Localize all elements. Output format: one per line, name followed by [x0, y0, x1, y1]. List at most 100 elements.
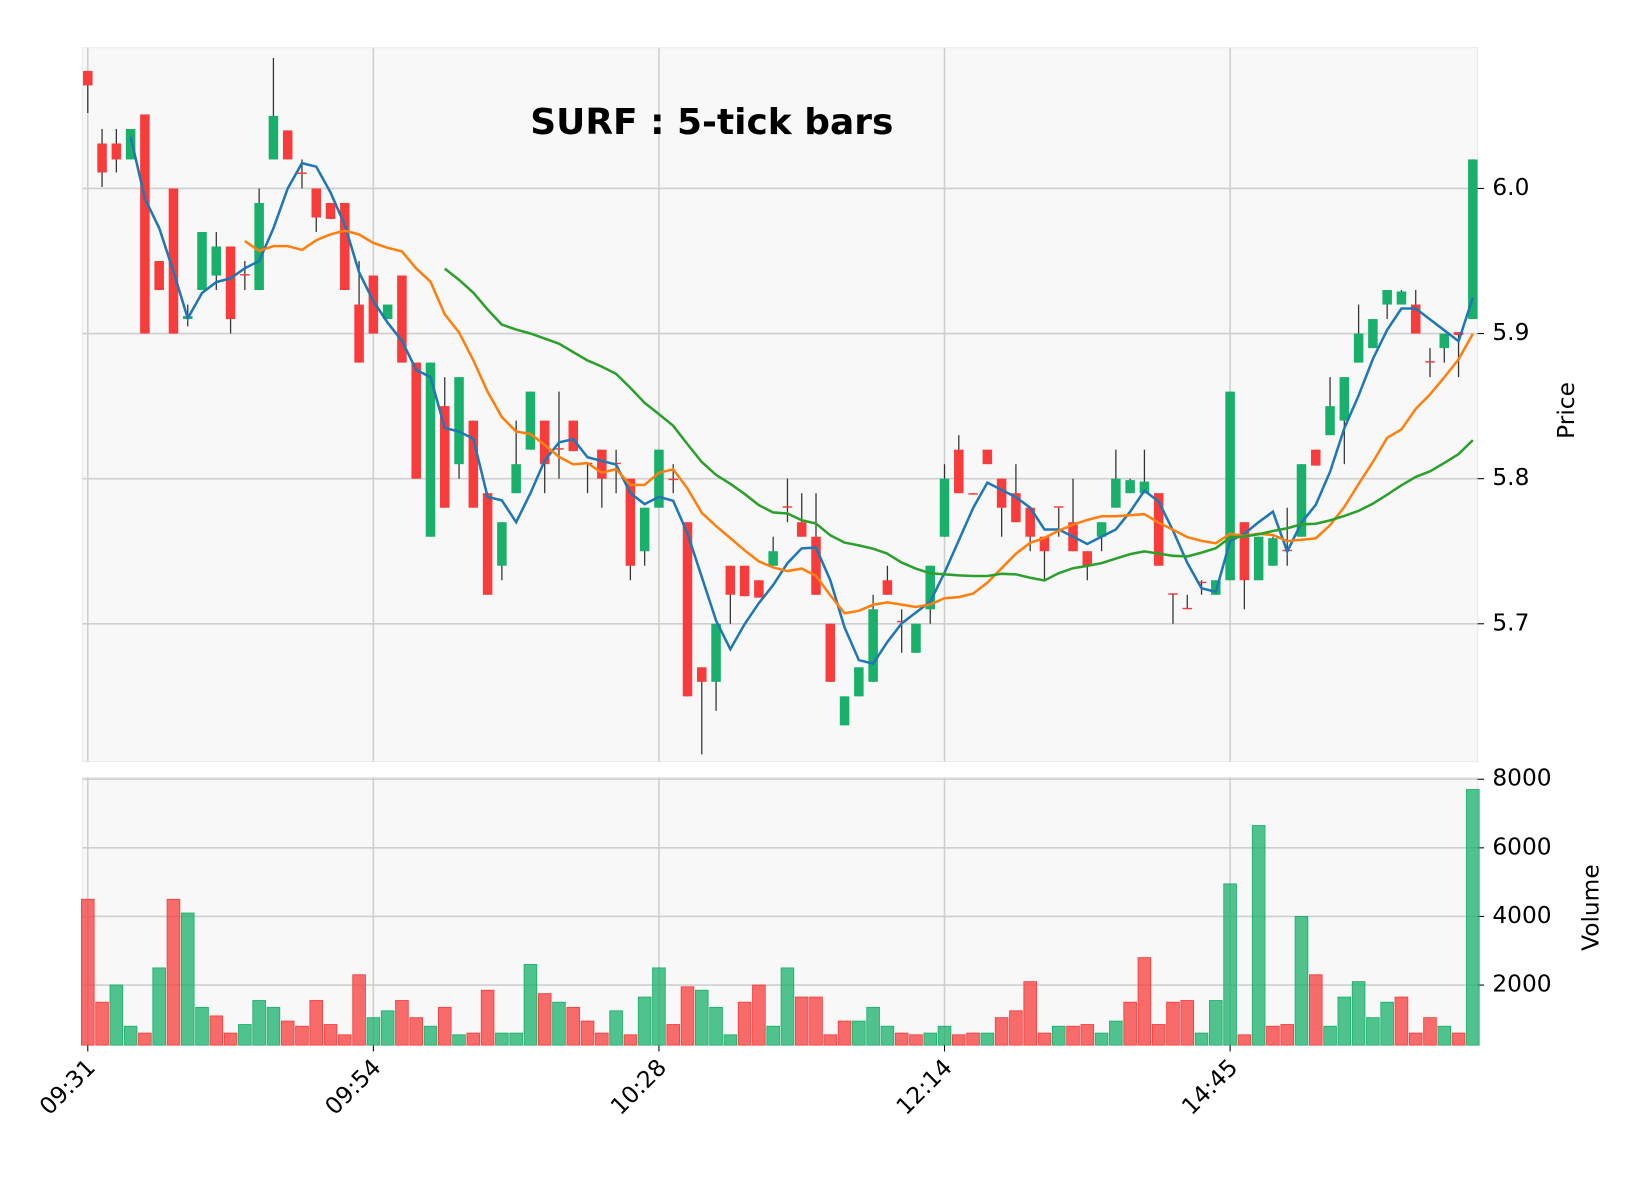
volume-tick-label: 6000	[1492, 833, 1551, 860]
volume-bar	[1066, 1025, 1080, 1046]
volume-bar	[81, 898, 95, 1046]
candle-body	[440, 406, 450, 508]
volume-bar	[166, 898, 181, 1046]
candle-body	[397, 275, 407, 363]
volume-bar	[238, 1024, 252, 1046]
candle-body	[768, 551, 778, 566]
grid	[82, 47, 1484, 1052]
moving-average-line	[129, 136, 1475, 666]
volume-bar	[509, 1032, 523, 1046]
volume-bar	[752, 984, 766, 1046]
volume-bar	[1237, 1034, 1252, 1046]
candle-body	[711, 623, 721, 682]
candle-body	[825, 623, 836, 682]
y-tick-label: 5.9	[1492, 319, 1529, 346]
candle-body	[854, 667, 864, 697]
candle-body	[1325, 406, 1335, 436]
volume-bar	[894, 1032, 909, 1046]
candle-body	[1368, 319, 1378, 349]
volume-bar	[980, 1032, 995, 1046]
volume-bar	[1337, 996, 1352, 1046]
candle-body	[911, 623, 921, 653]
volume-bar	[1280, 1024, 1294, 1046]
x-tick-label: 10:28	[606, 1054, 672, 1120]
volume-bar	[1137, 957, 1152, 1046]
candle-body	[1410, 304, 1421, 334]
candle-body	[1439, 333, 1450, 349]
volume-bar	[809, 996, 823, 1046]
volume-bar	[180, 912, 195, 1046]
volume-bar	[1408, 1032, 1423, 1046]
volume-bar	[1223, 883, 1237, 1046]
volume-tick-label: 2000	[1492, 971, 1551, 998]
volume-bar	[1309, 974, 1323, 1046]
candle-body	[468, 420, 479, 508]
candle-body	[654, 449, 664, 508]
candle-body	[796, 522, 807, 537]
candle-body	[954, 449, 964, 494]
moving-average-line	[244, 229, 1474, 615]
volume-bar	[252, 1000, 266, 1046]
volume-bar	[1023, 981, 1037, 1046]
y-axis-label: Price	[1553, 382, 1580, 439]
candle-body	[1025, 507, 1035, 537]
candle-body	[354, 304, 364, 363]
volume-bar	[323, 1024, 338, 1046]
volume-tick-label: 8000	[1492, 765, 1551, 792]
candle-body	[1053, 506, 1064, 508]
candle-body	[1239, 522, 1250, 581]
volume-bar	[823, 1034, 838, 1046]
candle-body	[682, 522, 693, 697]
candle-body	[83, 70, 93, 86]
volume-bar	[1266, 1025, 1280, 1046]
volume-bar	[852, 1020, 866, 1046]
candle-body	[125, 128, 136, 160]
candle-body	[1125, 480, 1135, 494]
candle-body	[1096, 522, 1107, 537]
volume-tick-label: 4000	[1492, 902, 1551, 929]
candle-body	[1139, 481, 1150, 494]
volume-panel	[81, 776, 1479, 1046]
candle-body	[1182, 607, 1193, 610]
volume-bar	[666, 1024, 680, 1046]
candle-body	[568, 420, 579, 452]
moving-average-line	[443, 267, 1474, 582]
candle-body	[497, 522, 507, 566]
volume-bar	[138, 1032, 152, 1046]
volume-bar	[1180, 1000, 1195, 1046]
volume-bar	[737, 1001, 752, 1046]
volume-bar	[923, 1032, 938, 1046]
volume-bar	[1080, 1024, 1095, 1046]
candle-body	[297, 172, 307, 174]
candle-body	[340, 202, 350, 291]
volume-bar	[480, 989, 495, 1046]
candle-body	[1296, 464, 1307, 537]
candle-body	[1253, 536, 1264, 581]
volume-bar	[1394, 996, 1409, 1046]
candle-body	[1082, 551, 1093, 566]
volume-bar	[766, 1025, 780, 1046]
volume-bar	[1466, 789, 1480, 1046]
volume-bar	[909, 1034, 923, 1046]
volume-bar	[309, 1000, 324, 1046]
y-tick-label: 5.8	[1492, 464, 1529, 491]
candle-body	[325, 202, 336, 219]
candle-body	[782, 506, 793, 508]
candle-body	[211, 246, 222, 276]
volume-bar	[794, 996, 809, 1046]
candle-body	[982, 449, 993, 465]
volume-bar	[338, 1034, 352, 1046]
volume-bar	[709, 1006, 723, 1046]
candle-body	[1425, 361, 1435, 363]
volume-bar	[109, 984, 124, 1046]
candle-body	[140, 114, 150, 334]
volume-bar	[1366, 1017, 1380, 1046]
volume-bar	[1009, 1010, 1023, 1046]
volume-bar	[566, 1006, 581, 1046]
volume-bar	[952, 1034, 966, 1046]
candle-body	[482, 493, 493, 595]
y-tick-label: 6.0	[1492, 174, 1529, 201]
candle-body	[425, 362, 436, 537]
volume-bar	[1437, 1025, 1452, 1046]
candle-body	[454, 377, 464, 465]
